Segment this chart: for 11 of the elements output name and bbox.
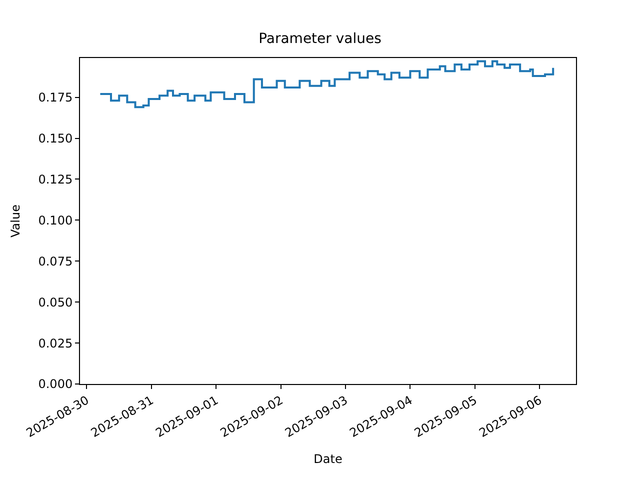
y-tick-label: 0.050 bbox=[38, 295, 73, 310]
y-tick-label: 0.025 bbox=[38, 336, 73, 350]
y-tick-label: 0.125 bbox=[38, 172, 73, 186]
y-tick-label: 0.175 bbox=[38, 90, 73, 105]
x-axis-title: Date bbox=[314, 452, 342, 466]
y-tick-label: 0.150 bbox=[38, 131, 73, 146]
y-tick-label: 0.075 bbox=[38, 254, 73, 268]
y-tick-label: 0.000 bbox=[38, 377, 73, 392]
y-axis-title: Value bbox=[8, 204, 23, 238]
chart-title: Parameter values bbox=[258, 31, 382, 48]
y-tick-label: 0.100 bbox=[38, 213, 73, 228]
